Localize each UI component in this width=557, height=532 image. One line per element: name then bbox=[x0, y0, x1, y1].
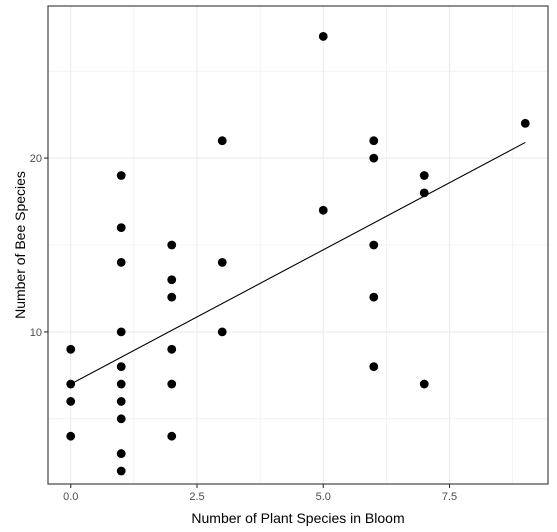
data-point bbox=[66, 379, 76, 389]
data-point bbox=[116, 223, 126, 233]
data-point bbox=[116, 397, 126, 406]
regression-line bbox=[70, 141, 526, 385]
data-point bbox=[116, 327, 126, 337]
data-point bbox=[66, 344, 76, 354]
x-tick-label: 7.5 bbox=[442, 491, 457, 503]
y-axis-title: Number of Bee Species bbox=[12, 171, 28, 319]
data-point bbox=[217, 136, 227, 146]
data-point bbox=[66, 397, 76, 406]
data-point bbox=[318, 32, 328, 41]
grid-minor bbox=[48, 6, 548, 484]
panel-border bbox=[47, 5, 549, 485]
data-point bbox=[116, 257, 126, 267]
data-point bbox=[167, 431, 177, 441]
x-axis-title: Number of Plant Species in Bloom bbox=[191, 510, 404, 526]
data-point bbox=[217, 327, 227, 337]
data-point bbox=[369, 292, 379, 302]
data-point bbox=[116, 449, 126, 458]
x-axis-ticks: 0.0 2.5 5.0 7.5 bbox=[63, 484, 457, 503]
data-point bbox=[369, 136, 379, 146]
x-tick-label: 0.0 bbox=[63, 491, 78, 503]
x-tick-label: 2.5 bbox=[189, 491, 204, 503]
data-point bbox=[116, 379, 126, 389]
y-tick-label: 20 bbox=[30, 153, 42, 165]
data-point bbox=[116, 414, 126, 424]
fit-line-layer bbox=[70, 141, 526, 385]
data-point bbox=[167, 344, 177, 354]
data-point bbox=[369, 362, 379, 372]
data-point bbox=[369, 153, 379, 163]
data-point bbox=[116, 362, 126, 372]
data-point bbox=[419, 188, 429, 198]
data-point bbox=[217, 257, 227, 267]
data-point bbox=[167, 379, 177, 389]
data-point bbox=[520, 118, 530, 128]
data-point bbox=[167, 275, 177, 285]
y-axis-ticks: 10 20 bbox=[30, 153, 48, 339]
data-point bbox=[116, 466, 126, 476]
data-point bbox=[419, 379, 429, 389]
points-layer bbox=[66, 32, 530, 476]
grid-major bbox=[48, 6, 548, 484]
y-tick-label: 10 bbox=[30, 327, 42, 339]
data-point bbox=[167, 240, 177, 250]
data-point bbox=[167, 292, 177, 302]
data-point bbox=[419, 171, 429, 180]
data-point bbox=[318, 205, 328, 215]
data-point bbox=[66, 431, 76, 441]
data-point bbox=[116, 171, 126, 180]
x-tick-label: 5.0 bbox=[316, 491, 331, 503]
data-point bbox=[369, 240, 379, 250]
